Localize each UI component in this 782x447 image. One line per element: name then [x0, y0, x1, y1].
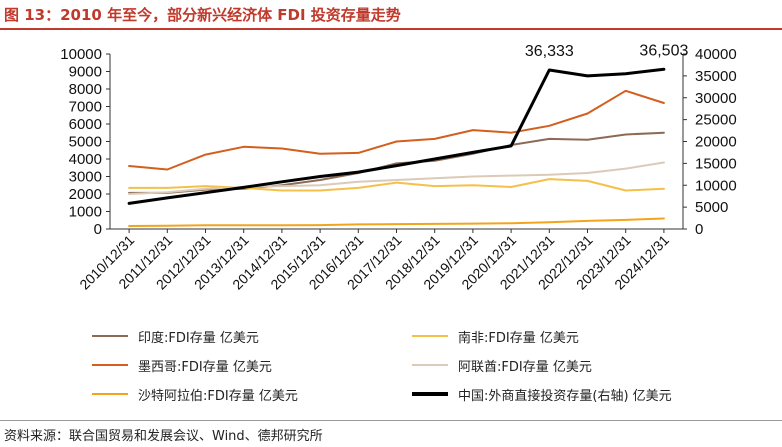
legend-label: 墨西哥:FDI存量 亿美元 — [138, 359, 272, 375]
right-tick-label: 15000 — [695, 155, 737, 172]
chart-area: 0100020003000400050006000700080009000100… — [60, 42, 737, 293]
left-tick-label: 0 — [94, 221, 102, 238]
series-line-墨西哥:FDI存量 亿美元 — [128, 89, 665, 171]
data-label: 36,503 — [639, 42, 688, 59]
legend-item: 南非:FDI存量 亿美元 — [412, 327, 579, 346]
right-tick-label: 0 — [695, 221, 703, 238]
legend-item: 中国:外商直接投资存量(右轴) 亿美元 — [412, 385, 672, 404]
left-tick-label: 4000 — [69, 151, 102, 168]
right-tick-label: 40000 — [695, 46, 737, 63]
legend-item: 印度:FDI存量 亿美元 — [92, 327, 259, 346]
left-y-axis: 0100020003000400050006000700080009000100… — [60, 46, 111, 238]
left-tick-label: 8000 — [69, 81, 102, 98]
left-tick-label: 7000 — [69, 99, 102, 116]
right-tick-label: 20000 — [695, 134, 737, 151]
legend-swatch — [412, 363, 448, 367]
legend-swatch — [92, 363, 128, 367]
series-line-阿联酋:FDI存量 亿美元 — [128, 161, 665, 195]
annotation-layer: 36,333 36,503 — [525, 42, 689, 60]
figure-title: 图 13：2010 年至今，部分新兴经济体 FDI 投资存量走势 — [4, 6, 401, 24]
legend-item: 墨西哥:FDI存量 亿美元 — [92, 356, 272, 375]
left-tick-label: 1000 — [69, 204, 102, 221]
right-tick-label: 10000 — [695, 177, 737, 194]
legend-swatch — [412, 392, 448, 396]
legend-swatch — [92, 392, 128, 396]
source-note: 资料来源：联合国贸易和发展会议、Wind、德邦研究所 — [4, 429, 323, 444]
series-line-印度:FDI存量 亿美元 — [128, 131, 665, 194]
right-tick-label: 25000 — [695, 112, 737, 129]
left-tick-label: 2000 — [69, 186, 102, 203]
source-divider — [0, 420, 782, 421]
legend-label: 中国:外商直接投资存量(右轴) 亿美元 — [458, 388, 672, 404]
right-tick-label: 30000 — [695, 90, 737, 107]
series-line-南非:FDI存量 亿美元 — [128, 178, 665, 192]
x-axis: 2010/12/312011/12/312012/12/312013/12/31… — [76, 228, 683, 293]
data-label: 36,333 — [525, 43, 574, 60]
legend-swatch — [92, 334, 128, 338]
left-tick-label: 3000 — [69, 169, 102, 186]
right-y-axis: 0 5000 10000 15000 20000 25000 30000 35000 40000 — [682, 46, 737, 238]
legend-label: 南非:FDI存量 亿美元 — [458, 330, 579, 346]
series-line-沙特阿拉伯:FDI存量 亿美元 — [128, 217, 665, 227]
left-tick-label: 5000 — [69, 134, 102, 151]
right-tick-label: 5000 — [695, 199, 728, 216]
right-tick-label: 35000 — [695, 68, 737, 85]
series-line-中国:外商直接投资存量(右轴) 亿美元 — [127, 67, 666, 205]
title-divider — [0, 28, 782, 30]
legend-item: 阿联酋:FDI存量 亿美元 — [412, 356, 592, 375]
legend-label: 印度:FDI存量 亿美元 — [138, 330, 259, 346]
legend-label: 阿联酋:FDI存量 亿美元 — [458, 359, 592, 375]
legend-item: 沙特阿拉伯:FDI存量 亿美元 — [92, 385, 298, 404]
series-layer — [127, 67, 666, 227]
left-tick-label: 9000 — [69, 64, 102, 81]
left-tick-label: 10000 — [60, 46, 102, 63]
left-tick-label: 6000 — [69, 116, 102, 133]
legend-swatch — [412, 334, 448, 338]
legend-label: 沙特阿拉伯:FDI存量 亿美元 — [138, 388, 298, 404]
